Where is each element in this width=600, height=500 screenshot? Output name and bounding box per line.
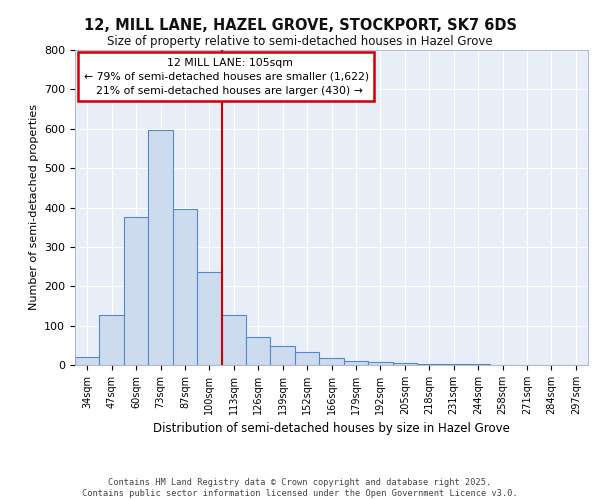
Bar: [75, 357, 100, 365]
Bar: [246, 338, 271, 365]
Bar: [344, 361, 368, 365]
Bar: [392, 363, 417, 365]
Bar: [100, 315, 124, 365]
Bar: [173, 208, 197, 365]
Text: 12 MILL LANE: 105sqm
← 79% of semi-detached houses are smaller (1,622)
  21% of : 12 MILL LANE: 105sqm ← 79% of semi-detac…: [84, 58, 369, 96]
Bar: [368, 362, 392, 365]
Text: Contains HM Land Registry data © Crown copyright and database right 2025.
Contai: Contains HM Land Registry data © Crown c…: [82, 478, 518, 498]
Bar: [466, 364, 490, 365]
Text: 12, MILL LANE, HAZEL GROVE, STOCKPORT, SK7 6DS: 12, MILL LANE, HAZEL GROVE, STOCKPORT, S…: [83, 18, 517, 32]
X-axis label: Distribution of semi-detached houses by size in Hazel Grove: Distribution of semi-detached houses by …: [153, 422, 510, 436]
Bar: [148, 130, 173, 365]
Bar: [319, 358, 344, 365]
Bar: [221, 315, 246, 365]
Y-axis label: Number of semi-detached properties: Number of semi-detached properties: [29, 104, 38, 310]
Text: Size of property relative to semi-detached houses in Hazel Grove: Size of property relative to semi-detach…: [107, 35, 493, 48]
Bar: [124, 218, 148, 365]
Bar: [442, 364, 466, 365]
Bar: [295, 352, 319, 365]
Bar: [417, 364, 442, 365]
Bar: [197, 272, 221, 365]
Bar: [271, 346, 295, 365]
